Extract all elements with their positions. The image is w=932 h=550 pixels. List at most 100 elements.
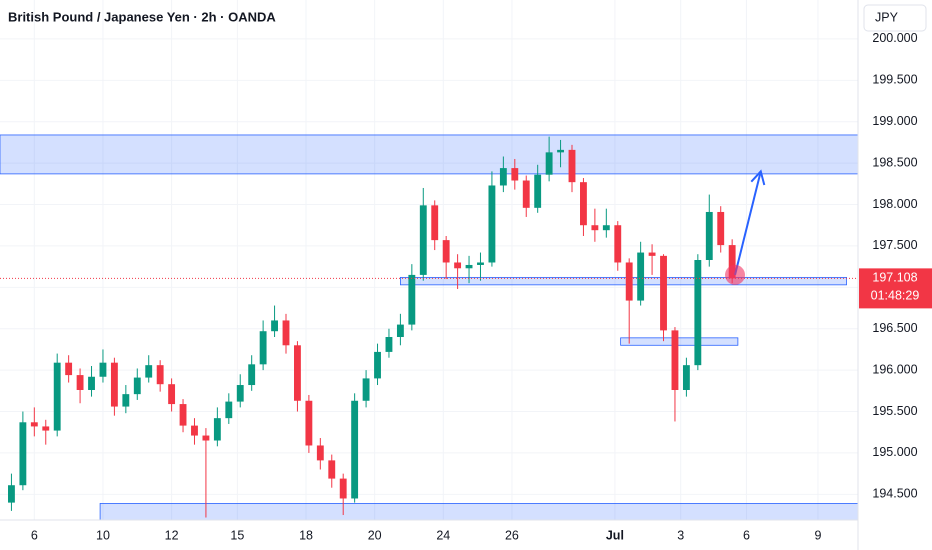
candle-body	[522, 180, 530, 208]
x-tick-label: 18	[299, 528, 313, 542]
y-tick-label: 195.000	[872, 445, 917, 459]
candle-body	[637, 252, 645, 301]
x-tick-label: 6	[31, 528, 38, 542]
candle-body	[145, 365, 153, 378]
candle-body	[202, 435, 210, 441]
candle-body	[660, 255, 667, 331]
candle-body	[648, 252, 656, 256]
candle-body	[328, 460, 336, 479]
candle-body	[625, 262, 633, 301]
candle-body	[282, 320, 290, 346]
y-tick-label: 198.500	[872, 155, 917, 169]
candle-body	[705, 211, 713, 260]
candle-body	[316, 445, 324, 461]
zone	[99, 503, 859, 521]
arrow	[734, 171, 762, 276]
marker	[725, 264, 746, 285]
candle-body	[53, 362, 61, 431]
overlay	[0, 169, 858, 285]
candle-body	[545, 152, 553, 175]
candle-body	[568, 149, 576, 183]
x-tick-label: 26	[505, 528, 519, 542]
x-tick-label: 3	[677, 528, 684, 542]
candle-body	[179, 404, 187, 426]
candle-body	[191, 425, 198, 436]
candle-body	[477, 262, 484, 265]
chart-title: British Pound / Japanese Yen · 2h · OAND…	[8, 9, 276, 24]
candle-body	[88, 376, 95, 390]
y-tick-label: 195.500	[872, 404, 917, 418]
candle-body	[534, 174, 542, 208]
zone	[0, 134, 859, 175]
candle-body	[248, 364, 256, 386]
candle-body	[294, 345, 301, 401]
candle-body	[65, 362, 73, 376]
candle-body	[156, 365, 164, 385]
candle-body	[591, 225, 599, 231]
last-price-box	[859, 268, 932, 309]
x-tick-label: 6	[743, 528, 750, 542]
candle-body	[168, 384, 176, 405]
last-price-label: 197.108	[872, 271, 917, 285]
x-tick-label: 15	[230, 528, 244, 542]
y-tick-label: 194.500	[872, 487, 917, 501]
grid	[0, 0, 858, 520]
y-tick-label: 199.000	[872, 114, 917, 128]
y-tick-label: 198.000	[872, 197, 917, 211]
x-tick-label: 10	[96, 528, 110, 542]
candle-body	[30, 422, 38, 427]
candle-body	[557, 149, 564, 153]
x-tick-label: 12	[165, 528, 179, 542]
zone	[620, 337, 739, 346]
currency-box[interactable]	[863, 4, 927, 32]
candle-body	[694, 260, 702, 366]
candle-body	[602, 225, 610, 231]
candle-body	[305, 400, 313, 446]
candle-body	[76, 375, 84, 390]
y-tick-label: 196.000	[872, 362, 917, 376]
zones	[0, 134, 859, 521]
x-tick-label: 9	[814, 528, 821, 542]
candle-body	[465, 264, 473, 269]
candle-body	[8, 485, 15, 503]
candle-body	[431, 205, 439, 241]
candle-body	[442, 240, 450, 263]
candle-body	[213, 418, 221, 441]
axes: 194.500195.000195.500196.000196.500197.0…	[31, 31, 932, 542]
candle-body	[385, 337, 393, 352]
candle-body	[236, 385, 244, 402]
candle-body	[580, 182, 587, 226]
candle-body	[339, 478, 347, 499]
candle-body	[488, 185, 496, 263]
candle-body	[454, 262, 462, 269]
zone	[399, 276, 847, 286]
candle-body	[271, 320, 278, 332]
y-tick-label: 200.000	[872, 31, 917, 45]
y-tick-label: 197.500	[872, 238, 917, 252]
candle-body	[419, 205, 427, 275]
candle-body	[396, 324, 404, 338]
candle-body	[671, 330, 679, 390]
y-tick-label: 199.500	[872, 73, 917, 87]
candle-body	[99, 362, 107, 377]
currency[interactable]: JPY	[875, 10, 899, 24]
candle-body	[614, 225, 622, 263]
candle-body	[225, 401, 233, 419]
candle-body	[259, 331, 267, 365]
countdown: 01:48:29	[871, 289, 920, 303]
candle-body	[682, 365, 690, 390]
arrow-head	[750, 169, 766, 186]
candle-body	[728, 245, 736, 279]
y-tick-label: 196.500	[872, 321, 917, 335]
x-tick-label: Jul	[606, 528, 624, 542]
candle-body	[110, 362, 118, 407]
candle-body	[499, 168, 507, 186]
candle-body	[122, 394, 130, 407]
x-tick-label: 20	[368, 528, 382, 542]
candle-body	[717, 211, 725, 246]
candle-body	[19, 422, 27, 486]
candle-body	[42, 426, 50, 431]
candle-body	[133, 377, 141, 395]
